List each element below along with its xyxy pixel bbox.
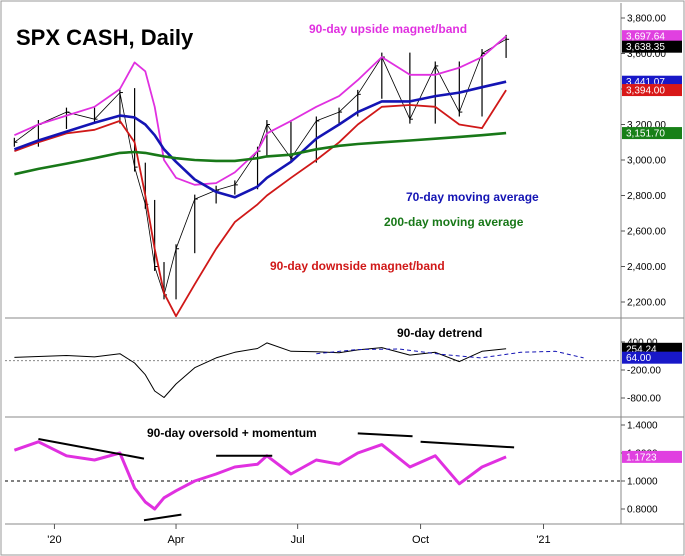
x-tick-label: Apr	[167, 534, 184, 546]
detrend-last-value-badge-label: 254.24	[626, 344, 657, 355]
series-90-day-downside-magnet-band	[14, 89, 507, 318]
y-tick-label: 1.4000	[627, 421, 658, 432]
price-bars	[13, 34, 510, 300]
mark-layer: 3,697.643,638.35 3,441.073,394.00 3,151.70…	[5, 30, 682, 522]
y-tick-label: 3,600.00	[627, 49, 666, 60]
y-tick-label: -800.00	[627, 394, 661, 405]
price-last-value-badge-label: 3,394.00	[626, 86, 665, 97]
x-tick-label: '20	[47, 534, 61, 546]
text-layer: SPX CASH, Daily 90-day upside magnet/ban…	[16, 22, 539, 440]
oscillator-last-value-badge	[622, 450, 682, 463]
series-90-day-upside-magnet-band	[14, 35, 507, 186]
y-tick-label: 3,000.00	[627, 156, 666, 167]
y-tick-label: 2,200.00	[627, 298, 666, 309]
series-detrend-detrend	[14, 342, 507, 398]
price-last-value-badge	[622, 84, 682, 97]
price-last-value-badge-label: 3,697.64	[626, 32, 665, 43]
price-series-line	[14, 38, 507, 296]
y-tick-label: 2,400.00	[627, 262, 666, 273]
chart-title: SPX CASH, Daily	[16, 25, 194, 50]
x-tick-label: Jul	[291, 534, 305, 546]
price-last-value-badge-label: 3,151.70	[626, 129, 665, 140]
y-tick-label: 1.0000	[627, 477, 658, 488]
x-tick-label: Oct	[412, 534, 429, 546]
oscillator-last-value-badge-label: 1.1723	[626, 452, 657, 463]
annotation-downside-band: 90-day downside magnet/band	[270, 259, 445, 273]
y-tick-label: 2,800.00	[627, 191, 666, 202]
oscillator-trendline	[420, 440, 515, 449]
series-detrend-projection	[316, 348, 584, 359]
oscillator-trendline	[38, 438, 145, 460]
price-last-value-badge	[622, 30, 682, 43]
price-last-value-badge	[622, 127, 682, 140]
y-tick-label: 0.8000	[627, 505, 658, 516]
x-tick-label: '21	[536, 534, 550, 546]
price-last-value-badge-label: 3,441.07	[626, 77, 665, 88]
oscillator-trendline	[143, 513, 182, 522]
series-200-day-moving-average	[14, 131, 507, 176]
series-70-day-moving-average	[13, 80, 507, 199]
annotation-70day-ma: 70-day moving average	[406, 190, 539, 204]
oscillator-panel-title: 90-day oversold + momentum	[147, 426, 317, 440]
detrend-last-value-badge	[622, 351, 682, 364]
detrend-panel-title: 90-day detrend	[397, 326, 482, 340]
price-last-value-badge-label: 3,638.35	[626, 42, 665, 53]
y-tick-label: 2,600.00	[627, 227, 666, 238]
annotation-upside-band: 90-day upside magnet/band	[309, 22, 467, 36]
oscillator-trendline	[357, 432, 413, 438]
detrend-last-value-badge-label: 64.00	[626, 353, 651, 364]
annotation-200day-ma: 200-day moving average	[384, 215, 524, 229]
y-tick-label: -200.00	[627, 366, 661, 377]
series-oscillator-line	[13, 440, 507, 511]
y-tick-label: 3,800.00	[627, 14, 666, 25]
y-tick-label: 3,200.00	[627, 120, 666, 131]
price-last-value-badge	[622, 40, 682, 53]
